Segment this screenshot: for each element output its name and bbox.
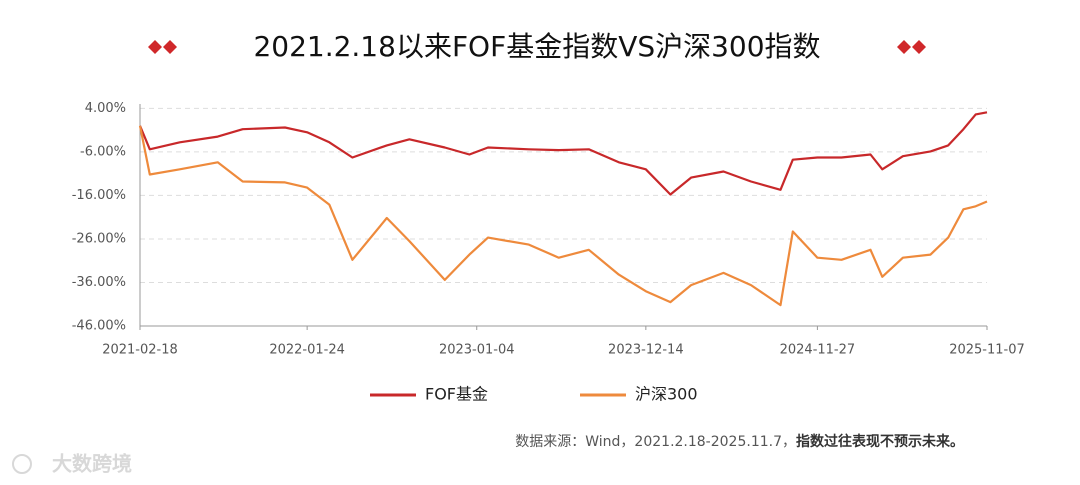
- x-tick-label: 2025-11-07: [949, 343, 1025, 358]
- watermark-logo: [12, 454, 32, 474]
- x-tick-label: 2022-01-24: [269, 343, 345, 358]
- y-tick-label: -36.00%: [72, 275, 126, 290]
- y-tick-label: -26.00%: [72, 231, 126, 246]
- source-note: 数据来源：Wind，2021.2.18-2025.11.7，: [515, 434, 796, 450]
- y-tick-label: 4.00%: [85, 101, 126, 116]
- x-tick-label: 2023-12-14: [608, 343, 684, 358]
- legend-label: FOF基金: [425, 385, 488, 404]
- y-tick-label: -46.00%: [72, 319, 126, 334]
- chart-title: 2021.2.18以来FOF基金指数VS沪深300指数: [253, 30, 820, 63]
- x-tick-label: 2021-02-18: [102, 343, 178, 358]
- y-tick-label: -6.00%: [80, 144, 126, 159]
- y-tick-label: -16.00%: [72, 188, 126, 203]
- series-line: [138, 125, 988, 307]
- x-tick-label: 2023-01-04: [439, 343, 515, 358]
- legend-label: 沪深300: [635, 385, 698, 404]
- series-line: [138, 111, 988, 196]
- watermark: 大数跨境: [52, 452, 132, 476]
- disclaimer: 指数过往表现不预示未来。: [796, 433, 964, 450]
- x-tick-label: 2024-11-27: [780, 343, 856, 358]
- title-decoration: [148, 40, 926, 54]
